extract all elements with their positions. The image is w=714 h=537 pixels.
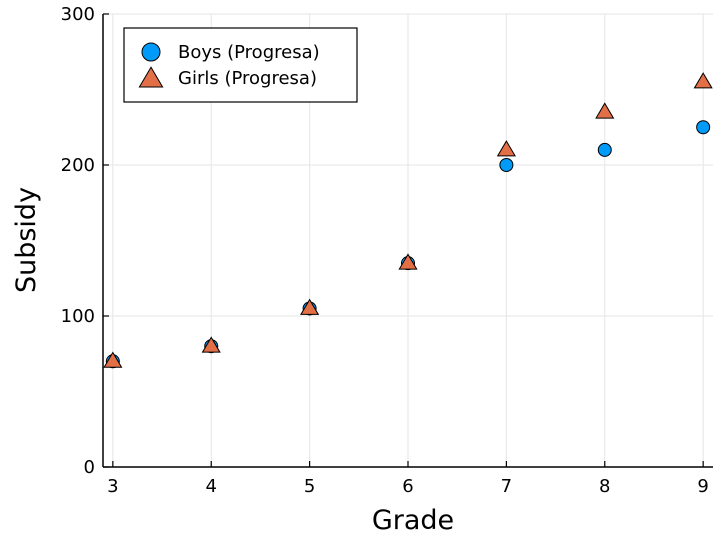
- x-tick-label: 3: [107, 476, 118, 497]
- girls-data-point: [103, 351, 123, 368]
- legend-box: [123, 27, 358, 103]
- girls-data-point: [398, 253, 418, 270]
- y-axis-label: Subsidy: [11, 187, 42, 293]
- x-tick-label: 8: [599, 476, 610, 497]
- y-tick-label: 200: [61, 155, 95, 176]
- ticks: 3 4 5 6 7 8 9 0 100 200 300: [61, 4, 709, 497]
- x-tick-label: 7: [501, 476, 512, 497]
- girls-data-point: [201, 336, 221, 353]
- legend-marker-girls: [138, 66, 164, 88]
- data-points: [103, 72, 713, 369]
- girls-data-point: [300, 298, 320, 315]
- x-tick-label: 9: [697, 476, 708, 497]
- boys-data-point: [597, 142, 612, 157]
- x-tick-label: 4: [205, 476, 216, 497]
- legend-label: Boys (Progresa): [178, 42, 320, 63]
- legend-marker-boys: [141, 42, 161, 62]
- legend-label: Girls (Progresa): [178, 68, 317, 89]
- girls-data-point: [496, 140, 516, 157]
- x-tick-label: 6: [402, 476, 413, 497]
- boys-data-point: [499, 158, 514, 172]
- y-tick-label: 300: [61, 4, 95, 25]
- girls-data-point: [595, 102, 615, 119]
- y-tick-label: 100: [61, 306, 95, 327]
- girls-data-point: [693, 72, 713, 89]
- x-tick-label: 5: [304, 476, 315, 497]
- boys-data-point: [696, 120, 711, 135]
- legend: Boys (Progresa) Girls (Progresa): [123, 27, 358, 103]
- x-axis-label: Grade: [372, 505, 454, 536]
- y-tick-label: 0: [84, 457, 95, 478]
